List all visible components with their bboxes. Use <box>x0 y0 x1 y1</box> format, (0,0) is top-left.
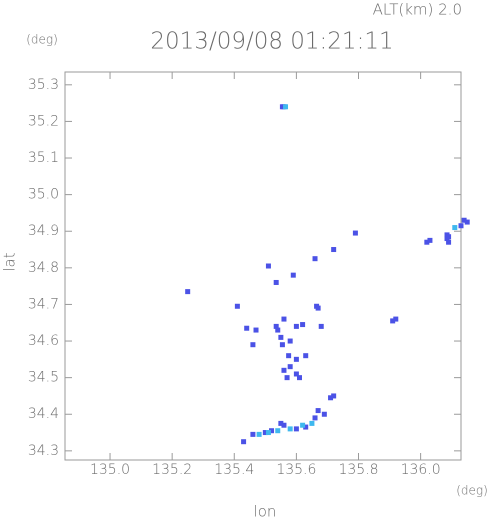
echo-point <box>281 316 287 322</box>
echo-point <box>250 342 256 348</box>
echo-point <box>427 237 433 243</box>
y-tick-label: 34.7 <box>28 296 59 312</box>
echo-point <box>279 342 285 348</box>
echo-point <box>446 234 452 240</box>
echo-point <box>278 334 284 340</box>
echo-point <box>275 327 281 333</box>
echo-point <box>352 230 358 236</box>
echo-point <box>321 411 327 417</box>
echo-point <box>424 239 430 245</box>
echo-point <box>296 375 302 381</box>
echo-point <box>253 327 259 333</box>
x-tick-label: 135.4 <box>214 462 254 478</box>
echo-point <box>290 272 296 278</box>
echo-point <box>287 364 293 370</box>
echo-point <box>303 353 309 359</box>
y-tick-label: 34.3 <box>28 443 59 459</box>
echo-point <box>390 318 396 324</box>
x-axis-label: lon <box>254 503 277 521</box>
echo-point <box>328 395 334 401</box>
echo-point <box>286 353 292 359</box>
y-tick-label: 35.3 <box>28 77 59 93</box>
echo-point <box>241 439 247 445</box>
y-tick-label: 35.0 <box>28 187 59 203</box>
echo-point <box>265 263 271 269</box>
echo-point <box>315 408 321 414</box>
echo-point <box>312 415 318 421</box>
echo-point <box>284 375 290 381</box>
y-tick-label: 34.9 <box>28 223 59 239</box>
y-tick-label: 34.4 <box>28 406 59 422</box>
echo-point <box>464 219 470 225</box>
x-tick-label: 135.6 <box>276 462 316 478</box>
x-tick-label: 135.8 <box>338 462 378 478</box>
x-tick-label: 135.0 <box>90 462 130 478</box>
echo-point <box>283 104 289 110</box>
echo-point <box>281 422 287 428</box>
y-tick-label: 34.5 <box>28 370 59 386</box>
echo-point <box>393 316 399 322</box>
echo-point <box>303 424 309 430</box>
echo-point <box>278 420 284 426</box>
echo-point <box>265 430 271 436</box>
echo-point <box>273 279 279 285</box>
y-tick-label: 34.8 <box>28 260 59 276</box>
echo-point <box>244 325 250 331</box>
echo-point <box>452 225 458 231</box>
echo-point <box>315 305 321 311</box>
echo-point <box>256 431 262 437</box>
echo-point <box>331 393 337 399</box>
echo-point <box>185 289 191 295</box>
echo-point <box>458 223 464 229</box>
chart-title: 2013/09/08 01:21:11 <box>150 29 393 55</box>
echo-point <box>293 426 299 432</box>
y-axis-label: lat <box>1 252 19 271</box>
plot-frame <box>64 71 462 461</box>
x-tick-label: 136.0 <box>401 462 441 478</box>
y-unit: (deg) <box>26 33 58 47</box>
echo-point <box>318 323 324 329</box>
y-tick-label: 35.1 <box>28 150 59 166</box>
echo-point <box>293 356 299 362</box>
echo-point <box>269 428 275 434</box>
echo-point <box>309 420 315 426</box>
echo-point <box>275 428 281 434</box>
echo-point <box>273 323 279 329</box>
echo-point <box>446 239 452 245</box>
echo-point <box>262 430 268 436</box>
y-tick-label: 34.6 <box>28 333 59 349</box>
x-unit: (deg) <box>456 484 488 498</box>
echo-point <box>281 367 287 373</box>
echo-point <box>287 338 293 344</box>
echo-point <box>234 303 240 309</box>
echo-point <box>331 247 337 253</box>
echo-point <box>300 322 306 328</box>
echo-point <box>312 256 318 262</box>
echo-point <box>293 371 299 377</box>
echo-point <box>250 431 256 437</box>
y-tick-label: 35.2 <box>28 113 59 129</box>
echo-point <box>461 217 467 223</box>
echo-point <box>300 422 306 428</box>
subtitle: ALT(km) 2.0 <box>373 1 462 19</box>
x-tick-label: 135.2 <box>152 462 192 478</box>
echo-point <box>287 426 293 432</box>
echo-point <box>293 323 299 329</box>
